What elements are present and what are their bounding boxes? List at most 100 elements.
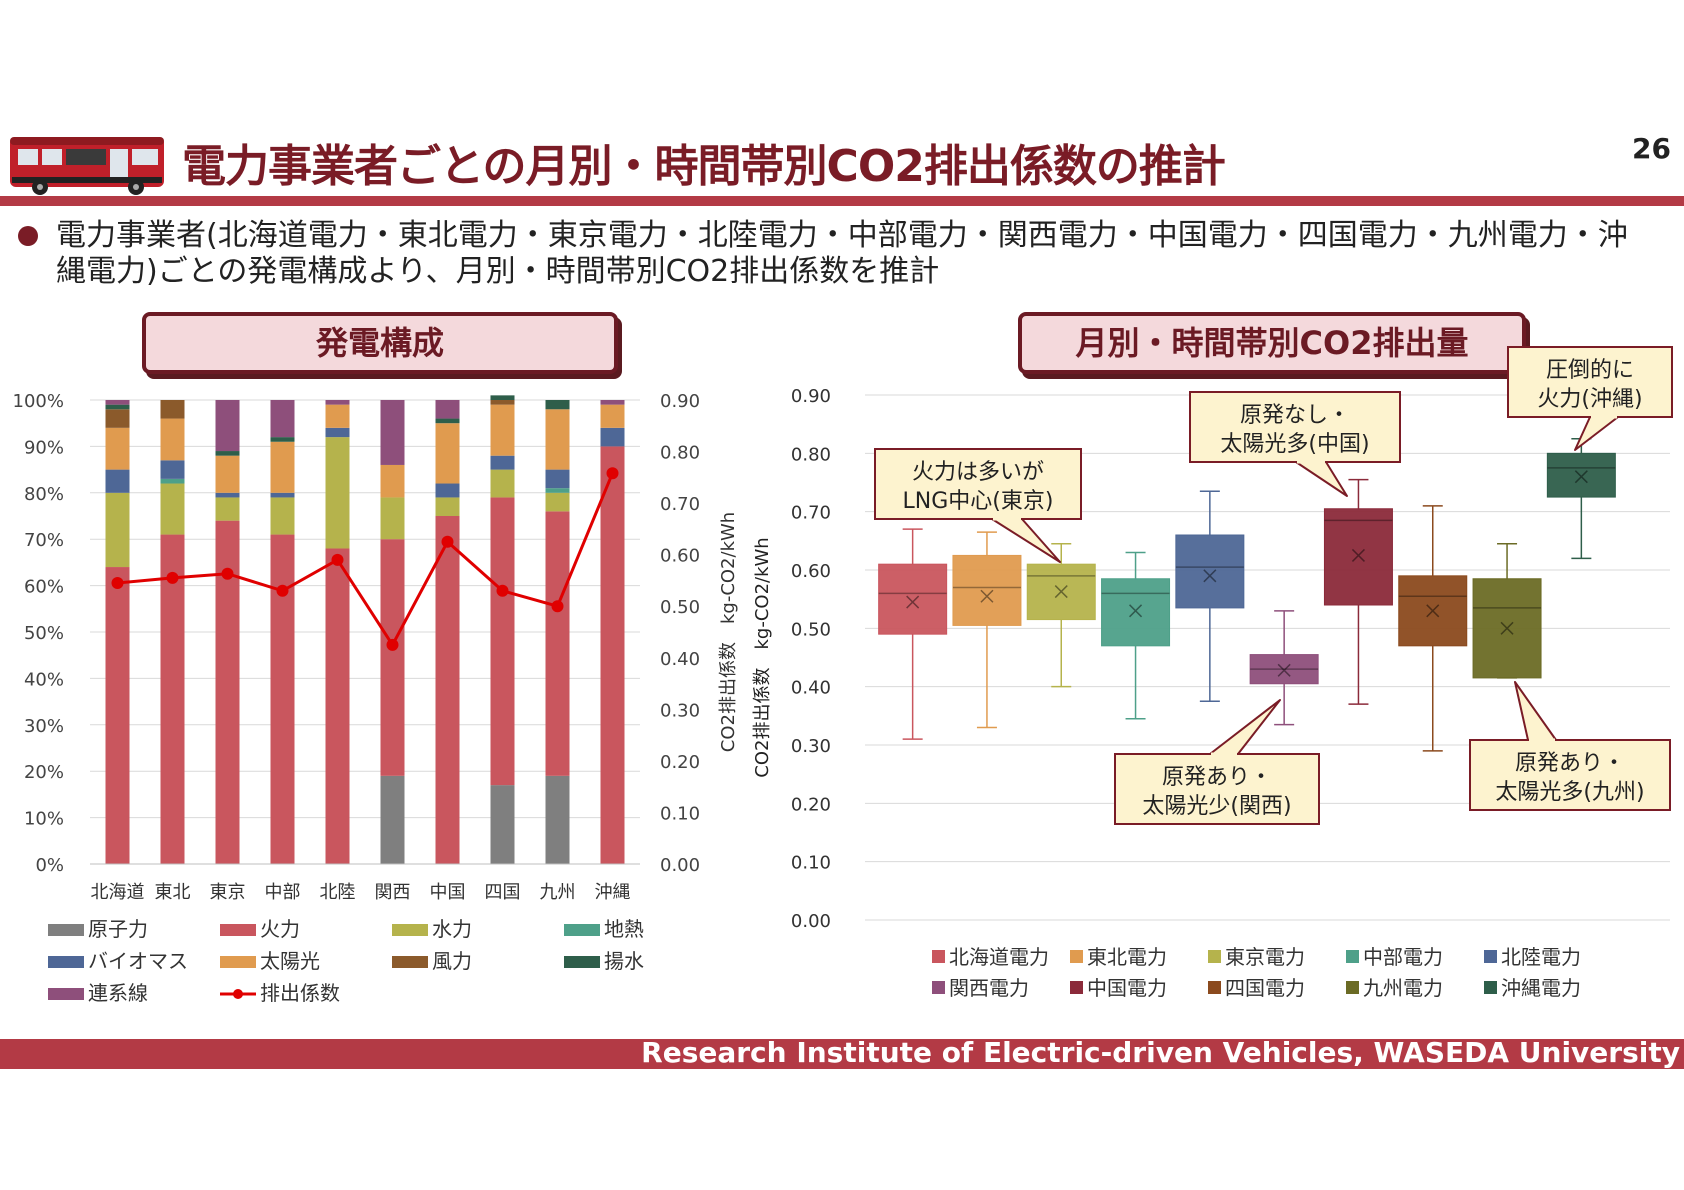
bar-segment bbox=[435, 516, 460, 864]
y-tick-label: 10% bbox=[24, 809, 64, 830]
legend-swatch bbox=[48, 956, 84, 968]
legend-label: 火力 bbox=[260, 917, 300, 941]
box-iqr bbox=[1175, 534, 1245, 609]
box-mean-marker bbox=[980, 589, 994, 603]
y2-tick-label: 0.20 bbox=[660, 752, 700, 773]
bar-segment bbox=[380, 497, 405, 540]
callout-box bbox=[1114, 753, 1320, 825]
y-tick-label: 70% bbox=[24, 530, 64, 551]
x-tick-label: 中国 bbox=[430, 882, 466, 903]
bar-segment bbox=[160, 534, 185, 864]
callout-text: 原発なし・ bbox=[1240, 403, 1350, 428]
callout-text: 太陽光多(九州) bbox=[1495, 780, 1644, 805]
left-section-header: 発電構成 bbox=[142, 312, 618, 374]
y2-tick-label: 0.50 bbox=[660, 597, 700, 618]
bar-segment bbox=[380, 775, 405, 864]
legend-label: 東北電力 bbox=[1087, 945, 1167, 969]
bar-segment bbox=[160, 460, 185, 479]
callout-text: 圧倒的に bbox=[1546, 358, 1634, 383]
emission-point bbox=[221, 567, 234, 580]
bar-segment bbox=[545, 511, 570, 776]
callout-text: 火力は多いが bbox=[912, 460, 1044, 485]
callout-text: 火力(沖縄) bbox=[1537, 387, 1642, 412]
legend-swatch bbox=[1208, 950, 1221, 963]
y2-tick-label: 0.30 bbox=[660, 700, 700, 721]
y-tick-label: 50% bbox=[24, 623, 64, 644]
callout-pointer bbox=[1514, 681, 1557, 741]
y-tick-label: 0.30 bbox=[791, 736, 831, 757]
callout-box bbox=[1189, 391, 1401, 463]
x-tick-label: 北海道 bbox=[91, 882, 145, 903]
box-iqr bbox=[1101, 578, 1171, 647]
footer-bar bbox=[0, 1039, 1684, 1069]
legend-label: 東京電力 bbox=[1225, 945, 1305, 969]
generation-mix-chart: 0% 10% 20% 30% 40% 50% 60% 70% 80% 90% 100% 0.00 0.1… bbox=[13, 391, 739, 1005]
x-tick-label: 四国 bbox=[485, 882, 521, 903]
legend-label: 北陸電力 bbox=[1501, 945, 1581, 969]
y-tick-label: 0.70 bbox=[791, 503, 831, 524]
y2-tick-label: 0.00 bbox=[660, 855, 700, 876]
emission-point bbox=[331, 553, 344, 566]
legend-swatch bbox=[932, 981, 945, 994]
y-tick-label: 0.60 bbox=[791, 561, 831, 582]
legend-label: 排出係数 bbox=[260, 981, 340, 1005]
box-iqr bbox=[1323, 508, 1393, 606]
y-tick-label: 90% bbox=[24, 437, 64, 458]
box-iqr bbox=[1472, 578, 1542, 679]
bar-segment bbox=[435, 483, 460, 498]
y2-tick-label: 0.80 bbox=[660, 443, 700, 464]
bar-segment bbox=[105, 567, 130, 864]
legend-swatch bbox=[392, 956, 428, 968]
x-tick-label: 東北 bbox=[155, 882, 191, 903]
bar-segment bbox=[215, 451, 240, 456]
bullet-icon bbox=[18, 226, 38, 246]
y-tick-label: 0.10 bbox=[791, 853, 831, 874]
bar-segment bbox=[270, 492, 295, 498]
legend-swatch bbox=[48, 988, 84, 1000]
legend-swatch bbox=[1346, 981, 1359, 994]
x-tick-label: 北陸 bbox=[320, 882, 356, 903]
right-section-header: 月別・時間帯別CO2排出量 bbox=[1018, 312, 1526, 374]
box-mean-marker bbox=[1500, 621, 1514, 635]
box-iqr bbox=[1026, 563, 1096, 621]
bar-segment bbox=[545, 488, 570, 493]
bar-segment bbox=[490, 785, 515, 864]
x-tick-label: 沖縄 bbox=[595, 882, 631, 903]
legend-label: 北海道電力 bbox=[949, 945, 1049, 969]
bar-segment bbox=[545, 775, 570, 864]
bar-segment bbox=[490, 455, 515, 470]
bar-segment bbox=[490, 404, 515, 456]
bar-segment bbox=[380, 400, 405, 465]
y-tick-label: 0.00 bbox=[791, 911, 831, 932]
bar-segment bbox=[160, 483, 185, 535]
box-mean-marker bbox=[906, 595, 920, 609]
legend-label: 水力 bbox=[432, 917, 472, 941]
bar-segment bbox=[435, 423, 460, 484]
callout-text: LNG中心(東京) bbox=[903, 489, 1054, 514]
bar-segment bbox=[325, 427, 350, 438]
legend-label: 揚水 bbox=[604, 949, 644, 973]
bar-segment bbox=[215, 455, 240, 493]
box-mean-marker bbox=[1277, 663, 1291, 677]
legend-label: 関西電力 bbox=[949, 976, 1029, 1000]
slide-title: 電力事業者ごとの月別・時間帯別CO2排出係数の推計 bbox=[182, 141, 1226, 192]
legend-label: 沖縄電力 bbox=[1501, 976, 1581, 1000]
bar-segment bbox=[160, 418, 185, 461]
y-tick-label: 40% bbox=[24, 669, 64, 690]
legend-label: 原子力 bbox=[88, 917, 148, 941]
y-tick-label: 80% bbox=[24, 484, 64, 505]
x-tick-label: 東京 bbox=[210, 882, 246, 903]
legend-label: 中国電力 bbox=[1087, 976, 1167, 1000]
callout-text: 原発あり・ bbox=[1162, 765, 1272, 790]
callout-text: 太陽光少(関西) bbox=[1142, 794, 1291, 819]
box-mean-marker bbox=[1426, 604, 1440, 618]
bar-segment bbox=[490, 400, 515, 405]
bar-segment bbox=[545, 409, 570, 470]
box-iqr bbox=[1546, 452, 1616, 498]
y-tick-label: 30% bbox=[24, 716, 64, 737]
bar-segment bbox=[270, 441, 295, 493]
legend-label: 九州電力 bbox=[1363, 976, 1443, 1000]
y2-axis-label: CO2排出係数 kg-CO2/kWh bbox=[718, 512, 739, 752]
callout-text: 太陽光多(中国) bbox=[1220, 432, 1369, 457]
box-mean-marker bbox=[1351, 548, 1365, 562]
